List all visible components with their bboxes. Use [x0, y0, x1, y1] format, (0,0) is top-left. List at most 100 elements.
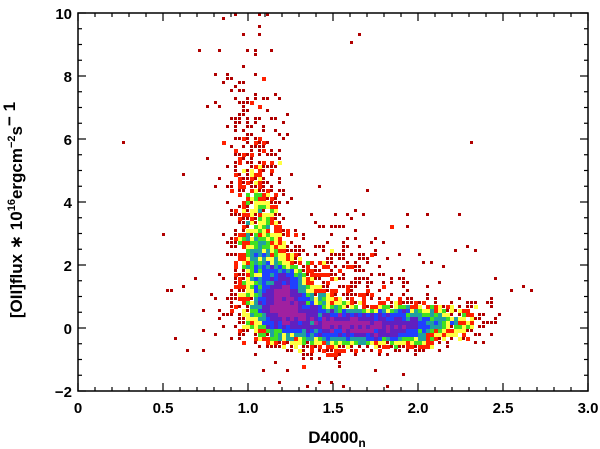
density-cell — [310, 329, 314, 333]
density-cell — [238, 277, 242, 281]
density-cell — [494, 317, 497, 320]
density-cell — [270, 185, 273, 188]
density-cell — [278, 253, 282, 257]
density-cell — [270, 245, 274, 249]
density-cell — [290, 309, 294, 313]
density-cell — [250, 161, 253, 164]
density-cell — [498, 313, 501, 316]
density-cell — [418, 301, 421, 304]
density-cell — [350, 341, 354, 345]
density-cell — [370, 337, 374, 341]
density-cell — [274, 213, 277, 216]
density-cell — [234, 273, 238, 277]
density-cell — [262, 205, 266, 209]
density-cell — [258, 297, 262, 301]
density-cell — [266, 13, 269, 16]
density-cell — [454, 321, 458, 325]
density-cell — [306, 285, 310, 289]
density-cell — [242, 189, 245, 192]
density-cell — [394, 349, 397, 352]
density-cell — [334, 213, 337, 216]
density-cell — [326, 313, 330, 317]
density-cell — [430, 333, 434, 337]
density-cell — [358, 337, 362, 341]
density-cell — [282, 281, 286, 285]
density-cell — [286, 245, 289, 248]
density-cell — [286, 309, 290, 313]
density-cell — [242, 113, 245, 116]
density-cell — [318, 185, 321, 188]
density-cell — [446, 321, 450, 325]
density-cell — [282, 217, 285, 220]
density-cell — [318, 297, 322, 301]
density-cell — [466, 313, 470, 317]
density-cell — [246, 245, 250, 249]
density-cell — [338, 329, 342, 333]
density-cell — [342, 253, 345, 256]
density-cell — [386, 309, 390, 313]
density-cell — [318, 273, 322, 277]
density-cell — [238, 153, 241, 156]
density-cell — [270, 281, 274, 285]
density-cell — [274, 217, 277, 220]
density-cell — [338, 349, 342, 353]
density-cell — [414, 349, 417, 352]
density-cell — [322, 349, 326, 353]
density-cell — [322, 261, 326, 265]
density-cell — [270, 325, 274, 329]
density-cell — [470, 305, 473, 308]
density-cell — [374, 321, 378, 325]
density-cell — [262, 225, 266, 229]
density-cell — [258, 217, 262, 221]
density-cell — [326, 321, 330, 325]
density-cell — [430, 321, 434, 325]
density-cell — [266, 225, 270, 229]
density-cell — [278, 301, 282, 305]
density-cell — [258, 177, 262, 181]
density-cell — [370, 273, 373, 276]
density-cell — [310, 345, 314, 349]
density-cell — [446, 341, 449, 344]
density-cell — [326, 329, 330, 333]
density-cell — [370, 281, 373, 284]
density-cell — [234, 161, 237, 164]
density-cell — [246, 265, 250, 269]
density-cell — [330, 297, 334, 301]
density-cell — [394, 301, 398, 305]
density-cell — [382, 241, 385, 244]
density-cell — [306, 281, 310, 285]
density-cell — [242, 329, 245, 332]
density-cell — [266, 201, 270, 205]
density-cell — [258, 25, 261, 28]
density-cell — [462, 317, 466, 321]
density-cell — [378, 337, 382, 341]
density-cell — [258, 117, 261, 120]
density-cell — [270, 241, 274, 245]
density-cell — [298, 293, 302, 297]
density-cell — [374, 345, 378, 349]
density-cell — [310, 285, 314, 289]
density-cell — [362, 253, 365, 256]
density-cell — [238, 317, 241, 320]
density-cell — [338, 257, 341, 260]
density-cell — [254, 205, 258, 209]
density-cell — [246, 321, 250, 325]
density-cell — [242, 217, 245, 220]
density-cell — [386, 329, 390, 333]
density-cell — [286, 273, 290, 277]
density-cell — [238, 305, 241, 308]
density-cell — [398, 253, 401, 256]
density-cell — [278, 213, 281, 216]
density-cell — [246, 301, 250, 305]
density-cell — [350, 305, 354, 309]
density-cell — [366, 293, 369, 296]
density-cell — [358, 325, 362, 329]
density-cell — [330, 277, 334, 281]
density-cell — [230, 189, 234, 193]
density-cell — [278, 289, 282, 293]
density-cell — [318, 333, 322, 337]
density-cell — [394, 333, 398, 337]
density-cell — [238, 181, 242, 185]
density-cell — [302, 289, 306, 293]
density-cell — [406, 349, 409, 352]
